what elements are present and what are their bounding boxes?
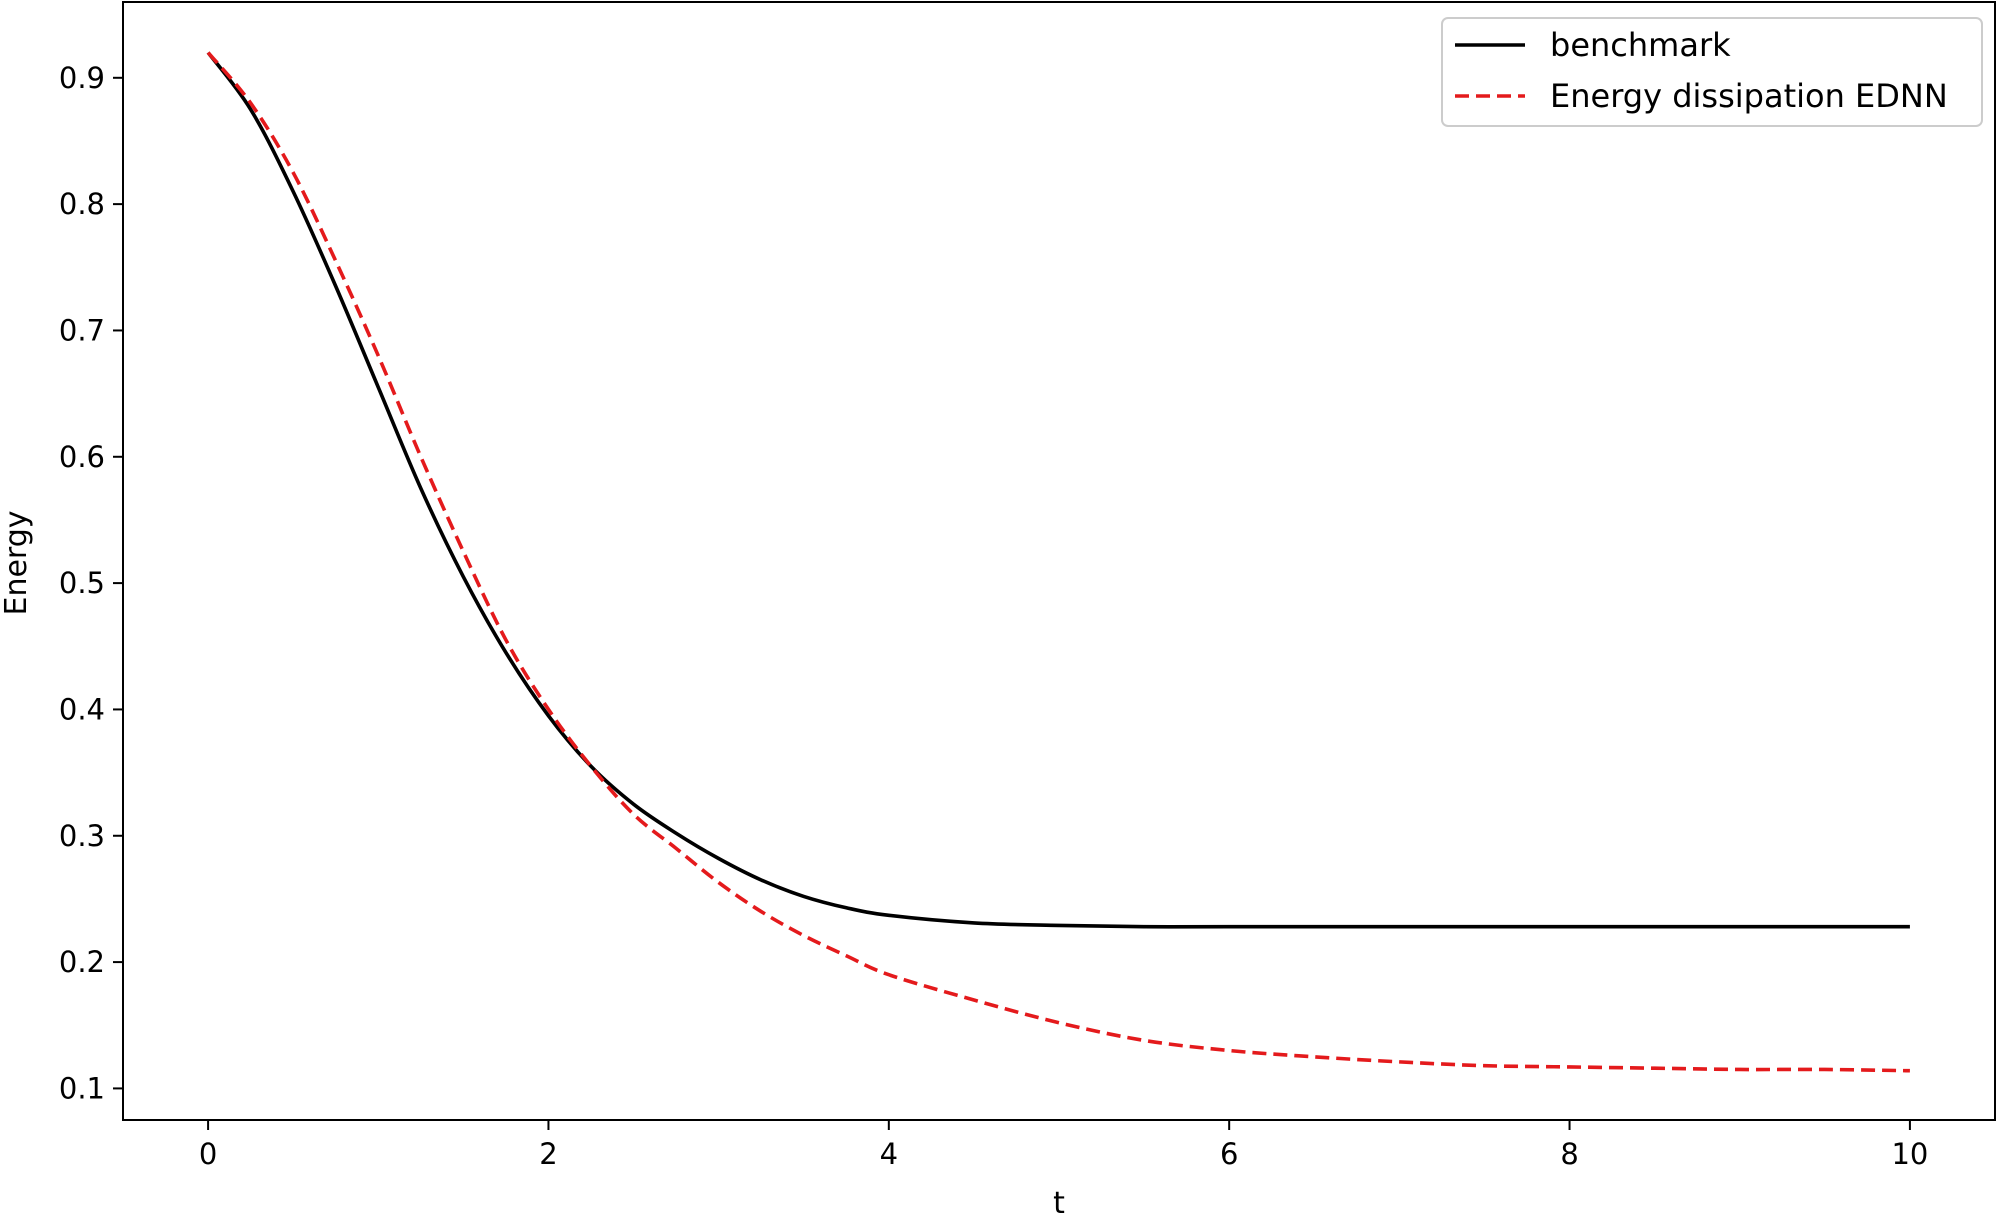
y-tick-label: 0.5 [59, 566, 105, 600]
y-axis: 0.1 0.2 0.3 0.4 0.5 0.6 0.7 0.8 0.9 [59, 61, 123, 1105]
x-tick-label: 0 [199, 1137, 217, 1171]
y-tick-label: 0.4 [59, 692, 105, 726]
x-tick-label: 2 [539, 1137, 557, 1171]
plot-frame [122, 1, 1996, 1121]
series-line-benchmark [206, 51, 1910, 929]
y-tick-label: 0.7 [59, 313, 105, 347]
y-tick-label: 0.6 [59, 440, 105, 474]
series-layer [206, 51, 1910, 1073]
x-axis-label: t [1053, 1186, 1065, 1221]
y-tick-label: 0.3 [59, 819, 105, 853]
legend-box [1441, 17, 1983, 127]
x-tick-label: 8 [1560, 1137, 1578, 1171]
legend-label-benchmark: benchmark [1550, 26, 1731, 64]
x-axis: 0 2 4 6 8 10 [199, 1120, 1928, 1171]
x-tick-label: 4 [880, 1137, 898, 1171]
x-tick-label: 10 [1891, 1137, 1928, 1171]
legend: benchmark Energy dissipation EDNN [1441, 17, 1983, 127]
y-axis-label: Energy [0, 510, 34, 615]
x-tick-label: 6 [1220, 1137, 1238, 1171]
legend-label-energy-dissipation-ednn: Energy dissipation EDNN [1550, 77, 1948, 115]
y-tick-label: 0.9 [59, 61, 105, 95]
y-tick-label: 0.1 [59, 1071, 105, 1105]
series-line-energy-dissipation-ednn [206, 51, 1910, 1073]
y-tick-label: 0.8 [59, 187, 105, 221]
y-tick-label: 0.2 [59, 945, 105, 979]
